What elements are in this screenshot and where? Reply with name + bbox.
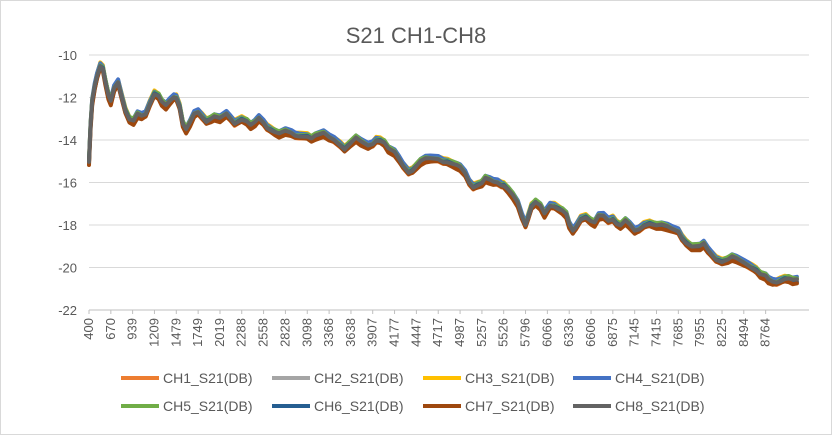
legend: CH1_S21(DB) CH2_S21(DB) CH3_S21(DB) CH4_S21… [121,370,704,414]
x-tick-label: 8764 [758,318,773,347]
x-tick-label: 2288 [234,318,249,347]
y-tick-label: -20 [58,261,77,276]
x-tick-label: 3368 [321,318,336,347]
chart-title: S21 CH1-CH8 [346,23,487,48]
x-tick-label: 6336 [561,318,576,347]
x-tick-label: 5796 [518,318,533,347]
x-tick-label: 8225 [714,318,729,347]
legend-label: CH6_S21(DB) [314,398,403,414]
series-line-CH7_S21(DB) [89,68,797,285]
x-tick-label: 1479 [168,318,183,347]
series-lines [89,62,797,285]
x-tick-label: 7955 [692,318,707,347]
x-tick-label: 4987 [452,318,467,347]
x-tick-label: 6875 [605,318,620,347]
y-tick-label: -14 [58,133,77,148]
x-tick-label: 6606 [583,318,598,347]
x-tick-label: 2828 [277,318,292,347]
legend-label: CH1_S21(DB) [163,370,252,386]
x-tick-label: 7685 [670,318,685,347]
legend-label: CH8_S21(DB) [615,398,704,414]
x-tick-label: 4177 [387,318,402,347]
x-tick-label: 1749 [190,318,205,347]
legend-label: CH5_S21(DB) [163,398,252,414]
y-tick-label: -12 [58,91,77,106]
y-tick-label: -16 [58,176,77,191]
x-tick-label: 400 [81,318,96,340]
x-tick-label: 8494 [736,318,751,347]
x-tick-label: 2558 [256,318,271,347]
x-tick-label: 3098 [299,318,314,347]
legend-label: CH4_S21(DB) [615,370,704,386]
s21-chart: S21 CH1-CH8 -10 -12 -14 -16 -18 -20 -22 400 670… [1,1,831,434]
legend-label: CH7_S21(DB) [465,398,554,414]
x-tick-label: 3638 [343,318,358,347]
x-tick-label: 4447 [408,318,423,347]
x-axis-ticks: 400 670 939 1209 1479 1749 2019 2288 2558 2828 309… [81,310,773,347]
legend-label: CH3_S21(DB) [465,370,554,386]
x-tick-label: 3907 [365,318,380,347]
series-line-CH1_S21(DB) [89,68,797,285]
x-tick-label: 670 [103,318,118,340]
y-axis-ticks: -10 -12 -14 -16 -18 -20 -22 [58,48,77,318]
x-tick-label: 4717 [430,318,445,347]
chart-frame: S21 CH1-CH8 -10 -12 -14 -16 -18 -20 -22 400 670… [0,0,832,435]
gridlines [89,55,809,310]
x-tick-label: 7145 [627,318,642,347]
y-tick-label: -22 [58,303,77,318]
y-tick-label: -10 [58,48,77,63]
x-tick-label: 5526 [496,318,511,347]
x-tick-label: 6066 [539,318,554,347]
x-tick-label: 7415 [649,318,664,347]
x-tick-label: 1209 [146,318,161,347]
x-tick-label: 5257 [474,318,489,347]
legend-label: CH2_S21(DB) [314,370,403,386]
y-tick-label: -18 [58,218,77,233]
x-tick-label: 939 [125,318,140,340]
x-tick-label: 2019 [212,318,227,347]
